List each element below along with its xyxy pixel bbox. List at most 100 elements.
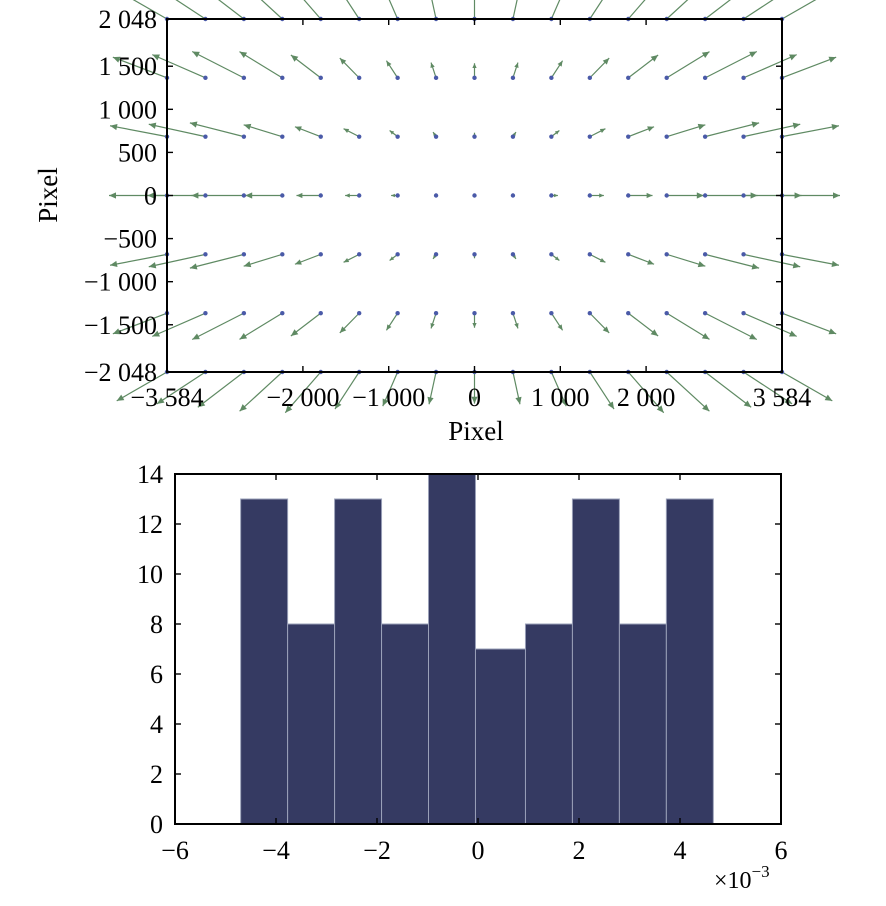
quiver-point xyxy=(203,252,208,257)
quiver-chart: −3 584 −2 000 −1 000 0 1 000 2 000 3 584 2 048… xyxy=(33,0,840,446)
quiver-point xyxy=(395,193,400,198)
quiver-arrow xyxy=(666,371,710,412)
quiver-arrow xyxy=(781,0,817,20)
quiver-point xyxy=(626,193,631,198)
quiver-arrow-head xyxy=(189,263,198,270)
quiver-arrow-head xyxy=(386,60,392,67)
quiver-arrow-head xyxy=(515,396,522,405)
quiver-arrow xyxy=(781,253,840,266)
quiver-y-tick-label: −1 000 xyxy=(84,268,157,297)
quiver-arrow xyxy=(152,54,206,79)
quiver-arrow-head xyxy=(512,254,516,259)
quiver-arrow xyxy=(781,371,833,402)
quiver-arrow-head xyxy=(784,397,793,404)
histogram-x-tick-label: 0 xyxy=(472,836,485,865)
histogram-bar xyxy=(381,623,430,825)
quiver-arrow-head xyxy=(560,398,567,407)
quiver-arrow-head xyxy=(697,123,706,130)
quiver-point xyxy=(626,134,631,139)
quiver-arrow-head xyxy=(602,58,610,65)
quiver-arrow xyxy=(156,371,206,405)
quiver-point xyxy=(626,310,631,316)
histogram-bar xyxy=(474,648,526,825)
quiver-point xyxy=(356,193,362,198)
quiver-arrow xyxy=(743,371,793,405)
histogram-y-tick-label: 12 xyxy=(137,510,163,539)
quiver-arrows xyxy=(109,0,840,414)
quiver-point xyxy=(587,193,593,198)
quiver-x-ticks: −3 584 −2 000 −1 000 0 1 000 2 000 3 584 xyxy=(130,19,811,412)
quiver-point xyxy=(741,75,746,81)
quiver-arrow-head xyxy=(514,323,519,329)
quiver-arrow xyxy=(704,50,758,79)
quiver-point xyxy=(241,310,247,316)
quiver-arrow-head xyxy=(701,333,710,340)
quiver-arrow xyxy=(189,253,245,269)
quiver-point xyxy=(741,310,746,316)
quiver-point xyxy=(433,252,439,257)
histogram-bars xyxy=(240,473,714,825)
quiver-arrow xyxy=(666,0,689,20)
quiver-arrow-head xyxy=(828,56,837,63)
histogram-y-tick-label: 2 xyxy=(150,760,163,789)
quiver-point xyxy=(356,75,362,81)
quiver-arrow xyxy=(704,253,760,269)
quiver-arrow-head xyxy=(192,333,200,340)
quiver-y-tick-label: −1 500 xyxy=(84,311,157,340)
quiver-x-tick-label: 1 000 xyxy=(531,383,590,412)
quiver-arrow xyxy=(512,0,518,20)
histogram-bar xyxy=(571,498,620,825)
quiver-point xyxy=(510,193,516,198)
quiver-x-tick-label: 0 xyxy=(468,383,481,412)
histogram-bar xyxy=(287,623,336,825)
quiver-arrow xyxy=(148,253,206,268)
quiver-arrow xyxy=(284,371,322,414)
quiver-y-tick-label: −2 048 xyxy=(84,358,157,387)
quiver-arrow-head xyxy=(192,51,200,58)
quiver-arrow-head xyxy=(792,122,801,129)
quiver-point xyxy=(510,252,516,257)
quiver-point xyxy=(203,193,208,198)
quiver-arrow-head xyxy=(382,398,389,407)
quiver-arrow-head xyxy=(828,328,837,335)
quiver-arrow-head xyxy=(245,192,253,199)
quiver-point xyxy=(741,252,746,257)
histogram-x-tick-label: −2 xyxy=(363,836,391,865)
quiver-arrow-head xyxy=(472,322,477,328)
quiver-arrow xyxy=(589,371,615,410)
quiver-arrow xyxy=(781,125,840,138)
quiver-point xyxy=(472,193,477,198)
quiver-point xyxy=(395,134,400,139)
quiver-arrow-head xyxy=(833,192,840,199)
quiver-point xyxy=(318,252,323,257)
histogram-y-ticks: 0 2 4 6 8 10 12 14 xyxy=(137,460,781,839)
histogram-x-tick-label: 2 xyxy=(573,836,586,865)
quiver-arrow-head xyxy=(391,193,395,198)
quiver-y-tick-label: 0 xyxy=(144,182,157,211)
quiver-arrow-head xyxy=(789,54,797,61)
quiver-arrow xyxy=(148,123,206,138)
quiver-point xyxy=(472,310,477,316)
multiplier-exponent: −3 xyxy=(752,862,770,881)
quiver-arrow-head xyxy=(831,260,839,268)
quiver-arrow-head xyxy=(239,51,248,58)
quiver-y-tick-label: 1 000 xyxy=(99,95,158,124)
quiver-point xyxy=(664,193,669,198)
quiver-arrow-head xyxy=(557,324,563,331)
quiver-y-tick-label: 1 500 xyxy=(99,52,158,81)
quiver-arrow xyxy=(109,253,168,266)
quiver-arrow xyxy=(704,122,760,138)
quiver-arrow-head xyxy=(152,330,160,337)
quiver-arrow-head xyxy=(656,405,664,413)
quiver-arrow-head xyxy=(243,123,252,130)
quiver-arrow-head xyxy=(650,329,659,337)
quiver-arrow-head xyxy=(156,397,165,404)
quiver-x-tick-label: −3 584 xyxy=(130,383,203,412)
histogram-y-tick-label: 10 xyxy=(137,560,163,589)
quiver-arrow xyxy=(550,0,561,20)
quiver-arrow-head xyxy=(109,192,116,199)
quiver-arrow-head xyxy=(512,132,516,137)
quiver-point xyxy=(280,193,285,198)
quiver-arrow-head xyxy=(339,326,347,333)
histogram-bar xyxy=(524,623,573,825)
